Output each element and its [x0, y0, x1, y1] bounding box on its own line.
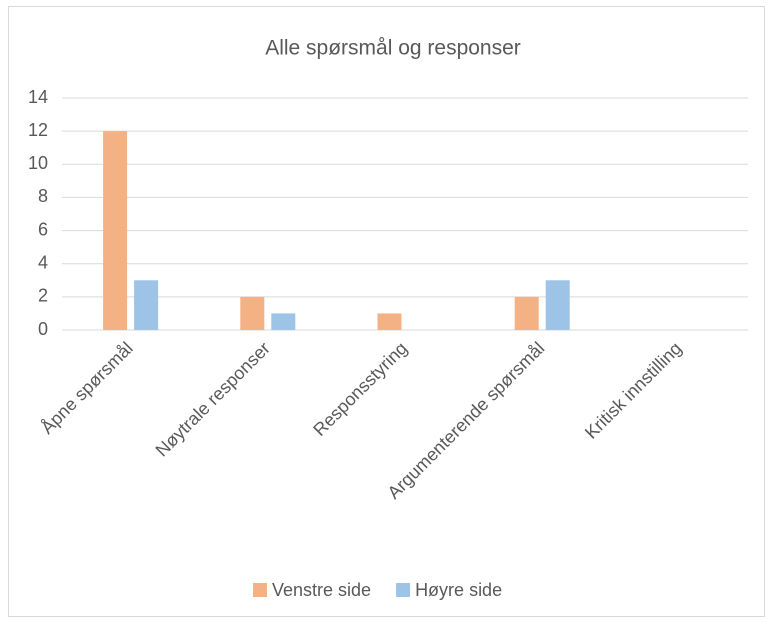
y-tick-label: 10: [28, 153, 48, 173]
legend-label: Høyre side: [415, 580, 502, 600]
y-tick-label: 8: [38, 186, 48, 206]
bar: [271, 313, 296, 330]
bar: [377, 313, 402, 330]
bar: [103, 131, 128, 330]
y-tick-label: 4: [38, 252, 48, 272]
y-tick-label: 14: [28, 87, 48, 107]
bar: [134, 280, 159, 330]
y-tick-label: 2: [38, 286, 48, 306]
bar: [514, 296, 539, 330]
y-tick-label: 6: [38, 219, 48, 239]
bar: [240, 296, 265, 330]
y-tick-label: 12: [28, 120, 48, 140]
chart-title: Alle spørsmål og responser: [265, 37, 521, 60]
legend-label: Venstre side: [272, 580, 371, 600]
bar: [545, 280, 570, 330]
y-tick-label: 0: [38, 319, 48, 339]
legend-swatch: [396, 583, 411, 597]
legend-swatch: [253, 583, 267, 597]
